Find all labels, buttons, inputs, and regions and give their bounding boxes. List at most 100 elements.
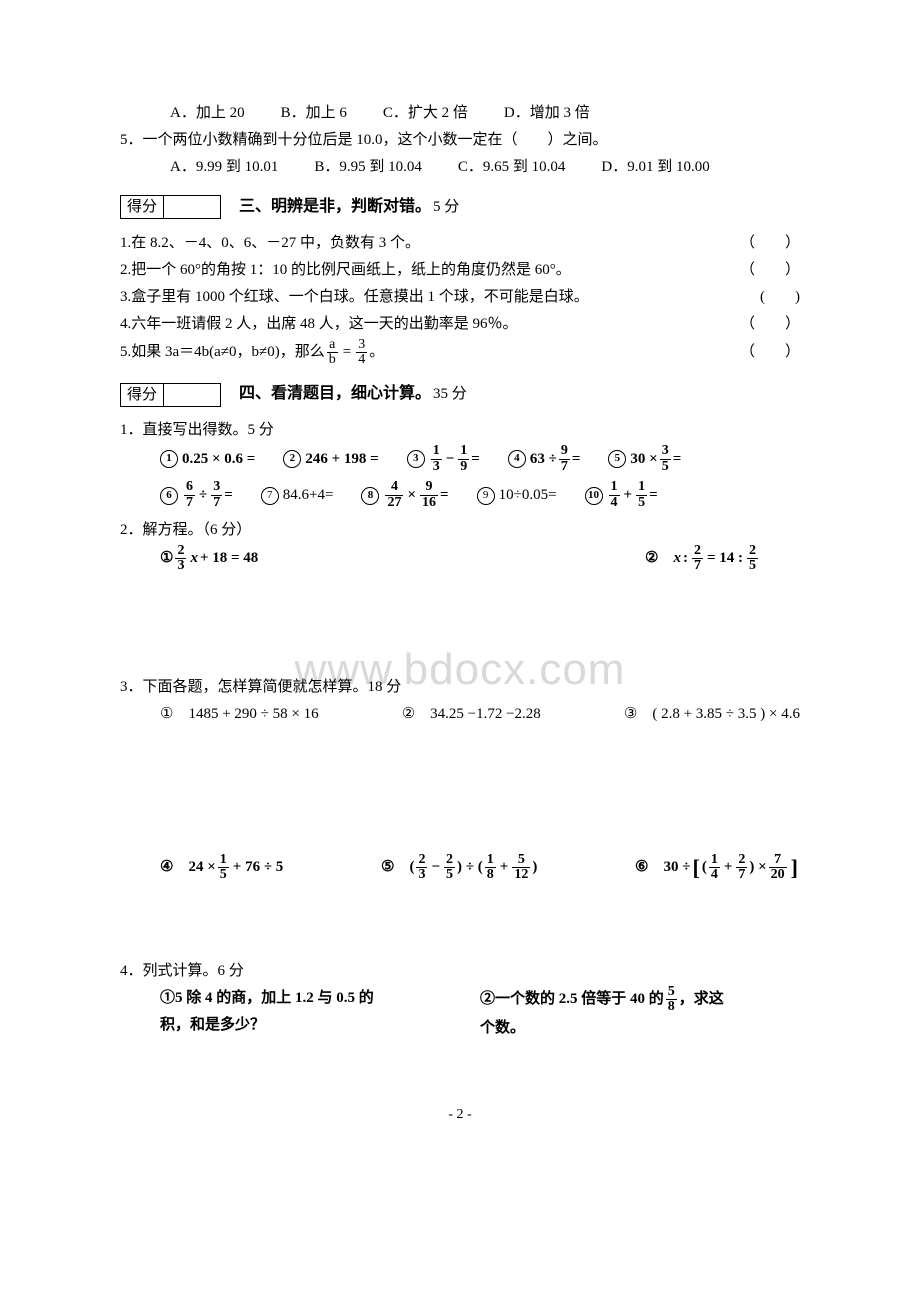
- circled-num: ②: [645, 545, 673, 572]
- opt-c: C．扩大 2 倍: [383, 100, 468, 127]
- frac-num: 1: [458, 444, 469, 460]
- frac-den: 8: [666, 1000, 677, 1015]
- s4p1-row2: 6 67 ÷ 37 = 784.6+4= 8 427 × 916 = 910÷0…: [120, 480, 800, 516]
- score-blank: [164, 196, 220, 218]
- circled-num: ②: [402, 701, 430, 728]
- s3-5-post: 。: [369, 339, 384, 366]
- frac-den: 7: [559, 460, 570, 475]
- eq: =: [649, 482, 658, 509]
- s4p1-title: 1．直接写出得数。5 分: [120, 417, 800, 444]
- expr: 0.25 × 0.6 =: [182, 446, 255, 473]
- score-blank: [164, 384, 220, 406]
- expr-text: 1485 + 290 ÷ 58 × 16: [188, 701, 318, 728]
- q5-options: A．9.99 到 10.01 B．9.95 到 10.04 C．9.65 到 1…: [120, 154, 800, 181]
- expr: + 18 = 48: [200, 545, 258, 572]
- s4p1-row1: 10.25 × 0.6 = 2246 + 198 = 3 13 − 19 = 4…: [120, 444, 800, 480]
- eq: =: [343, 339, 351, 366]
- circled-num: ①: [160, 701, 188, 728]
- s4p3-row2: ④ 24 × 15 + 76 ÷ 5 ⑤ ( 23 − 25 ) ÷ ( 18 …: [120, 848, 800, 888]
- frac-num: 1: [485, 853, 496, 869]
- frac-den: 7: [184, 496, 195, 511]
- expr-4: ④ 24 × 15 + 76 ÷ 5: [160, 848, 283, 888]
- eqn-1: ① 23 x x + 18 = 48 + 18 = 48: [160, 544, 258, 574]
- s4p4-q1: ①5 除 4 的商，加上 1.2 与 0.5 的 积，和是多少？: [160, 985, 454, 1042]
- expr: (: [702, 854, 707, 881]
- frac-num: 9: [420, 480, 438, 496]
- expr-6: ⑥ 30 ÷ [ ( 14 + 27 ) × 720 ]: [635, 848, 800, 888]
- x: x: [673, 545, 681, 572]
- expr: ① 1485 + 290 ÷ 58 × 16: [160, 701, 319, 728]
- eq: =: [440, 482, 449, 509]
- q5-c: C．9.65 到 10.04: [458, 154, 566, 181]
- frac-num: 2: [416, 853, 427, 869]
- judge-paren: （ ）: [740, 339, 800, 366]
- circled-num: ⑥: [635, 854, 663, 881]
- section3-title: 三、明辨是非，判断对错。: [239, 193, 431, 222]
- score-label: 得分: [121, 384, 164, 406]
- frac-num: 2: [444, 853, 455, 869]
- s4p2-row: ① 23 x x + 18 = 48 + 18 = 48 ② x : 27 = …: [120, 544, 800, 574]
- circled-num: ①: [160, 545, 173, 572]
- frac-den: 3: [416, 868, 427, 883]
- frac-den: 20: [769, 868, 787, 883]
- minus: −: [446, 446, 455, 473]
- frac-den: 5: [747, 559, 758, 574]
- frac-num: 1: [636, 480, 647, 496]
- s3-item-3: 3.盒子里有 1000 个红球、一个白球。任意摸出 1 个球，不可能是白球。 (…: [120, 284, 800, 311]
- s4p3-row1: ① 1485 + 290 ÷ 58 × 16 ② 34.25 −1.72 −2.…: [120, 701, 800, 728]
- circled-num: 7: [261, 487, 279, 505]
- circled-num: 9: [477, 487, 495, 505]
- eq: =: [572, 446, 581, 473]
- frac-den: 5: [660, 460, 671, 475]
- frac-num: a: [327, 338, 338, 354]
- plus: +: [500, 854, 509, 881]
- section4-header: 得分 四、看清题目，细心计算。 35 分: [120, 380, 800, 409]
- s3-text: 2.把一个 60°的角按 1：10 的比例尺画纸上，纸上的角度仍然是 60°。: [120, 257, 571, 284]
- section3-points: 5 分: [433, 194, 459, 221]
- s3-text: 5.如果 3a＝4b(a≠0，b≠0)，那么 ab = 34 。: [120, 338, 384, 368]
- frac-den: 9: [458, 460, 469, 475]
- q-text: 个数。: [480, 1015, 800, 1042]
- expr: + 76 ÷ 5: [233, 854, 284, 881]
- frac-num: 1: [709, 853, 720, 869]
- frac-den: 4: [709, 868, 720, 883]
- minus: −: [431, 854, 440, 881]
- circled-num: 1: [160, 450, 178, 468]
- expr: 246 + 198 =: [305, 446, 378, 473]
- frac-num: 1: [218, 853, 229, 869]
- x: x: [190, 545, 198, 572]
- frac-num: 3: [211, 480, 222, 496]
- expr: ) ÷ (: [457, 854, 483, 881]
- times: ×: [407, 482, 416, 509]
- judge-paren: ( ): [760, 284, 800, 311]
- frac-den: b: [327, 353, 338, 368]
- plus: +: [724, 854, 733, 881]
- s3-text: 4.六年一班请假 2 人，出席 48 人，这一天的出勤率是 96％。: [120, 311, 518, 338]
- frac-num: 9: [559, 444, 570, 460]
- circled-num: 6: [160, 487, 178, 505]
- frac-den: 16: [420, 496, 438, 511]
- eqn-2: ② x : 27 = 14 : 25: [645, 544, 760, 574]
- bracket-icon: ]: [791, 848, 798, 888]
- opt-a: A．加上 20: [170, 100, 245, 127]
- expr: = 14 :: [707, 545, 743, 572]
- q-text: 积，和是多少？: [160, 1012, 454, 1039]
- circled-num: 4: [508, 450, 526, 468]
- s4p4-q2: ②一个数的 2.5 倍等于 40 的 58 ，求这 个数。: [480, 985, 800, 1042]
- q5-a: A．9.99 到 10.01: [170, 154, 278, 181]
- judge-paren: （ ）: [740, 311, 800, 338]
- frac-num: 1: [609, 480, 620, 496]
- frac-den: 27: [385, 496, 403, 511]
- frac-den: 12: [512, 868, 530, 883]
- frac-den: 7: [692, 559, 703, 574]
- circled-num: 3: [407, 450, 425, 468]
- bracket-icon: [: [692, 848, 699, 888]
- frac-num: 7: [769, 853, 787, 869]
- opt-d: D．增加 3 倍: [504, 100, 590, 127]
- q5-stem: 5．一个两位小数精确到十分位后是 10.0，这个小数一定在（ ）之间。: [120, 127, 800, 154]
- frac-num: 5: [666, 985, 677, 1001]
- q-text: ②一个数的 2.5 倍等于 40 的 58 ，求这: [480, 985, 724, 1015]
- q-text-a: ②一个数的 2.5 倍等于 40 的: [480, 986, 664, 1013]
- eq: =: [673, 446, 682, 473]
- frac-den: 3: [431, 460, 442, 475]
